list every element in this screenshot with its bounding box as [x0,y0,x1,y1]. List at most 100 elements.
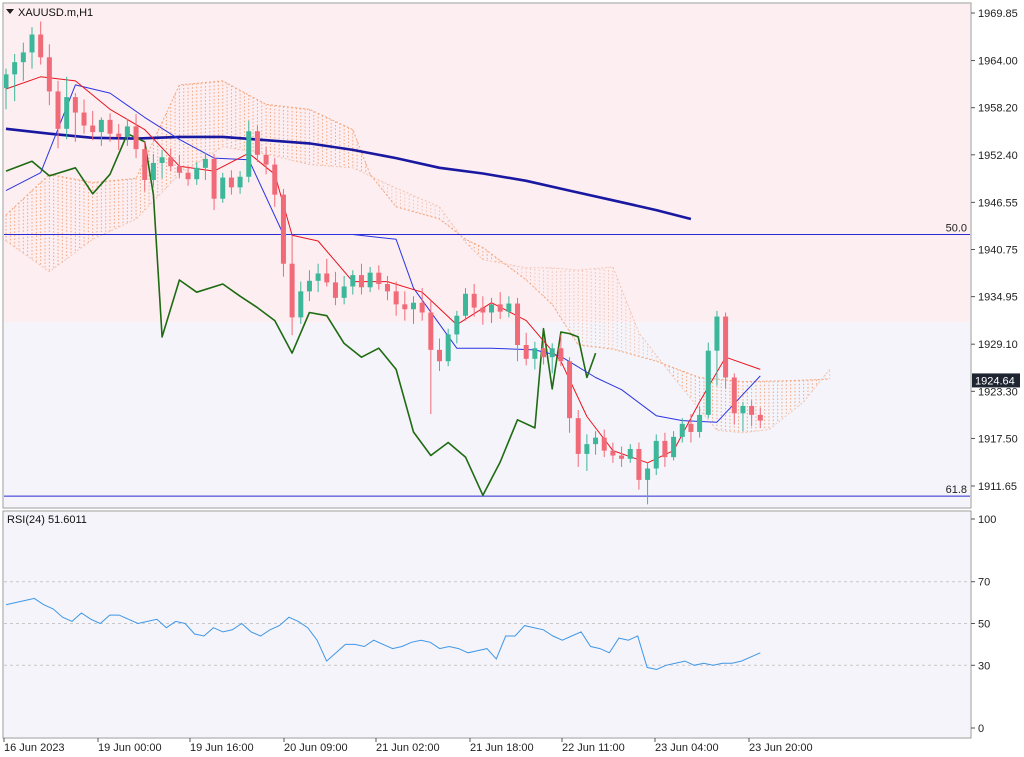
candle[interactable] [12,54,18,102]
candle[interactable] [575,410,581,467]
candle[interactable] [315,263,321,293]
candle[interactable] [81,99,87,134]
candle[interactable] [124,119,130,146]
candle[interactable] [384,275,390,301]
candle[interactable] [46,44,52,106]
candle[interactable] [298,281,304,324]
candle[interactable] [393,281,399,316]
candle[interactable] [731,373,737,425]
candle[interactable] [142,141,148,192]
candle[interactable] [437,338,442,372]
candle[interactable] [714,310,720,386]
candle[interactable] [98,117,104,146]
candle[interactable] [627,444,633,463]
candle[interactable] [489,297,495,324]
candle[interactable] [358,263,364,295]
candle[interactable] [29,27,35,69]
candle[interactable] [176,154,182,179]
candle[interactable] [619,446,625,467]
candle[interactable] [376,265,382,290]
candle[interactable] [584,434,590,471]
candle[interactable] [159,149,165,179]
candle[interactable] [185,166,191,186]
candle[interactable] [541,336,547,365]
candle[interactable] [306,270,312,302]
candle[interactable] [679,418,685,443]
dropdown-triangle-icon[interactable] [6,9,14,14]
candle[interactable] [211,154,217,211]
candle[interactable] [688,414,694,443]
candle[interactable] [367,266,373,293]
candle[interactable] [445,328,451,367]
candle[interactable] [636,442,642,490]
candle[interactable] [202,153,208,181]
candle[interactable] [497,292,503,319]
candle[interactable] [671,431,677,461]
candle[interactable] [20,42,26,81]
candle[interactable] [645,462,651,505]
candle[interactable] [289,235,295,336]
candle[interactable] [410,296,416,324]
candle[interactable] [532,341,538,370]
candle[interactable] [150,154,156,187]
candle[interactable] [332,271,338,306]
candle[interactable] [740,401,746,432]
time-axis[interactable]: 16 Jun 2023 19 Jun 00:00 19 Jun 16:00 20 Ju… [3,738,813,754]
candle[interactable] [133,114,139,159]
time-tick-label: 22 Jun 11:00 [562,742,625,754]
candle[interactable] [757,407,763,428]
candle[interactable] [4,68,9,110]
candle[interactable] [549,343,555,374]
candle[interactable] [723,312,729,389]
price-tick-label: 1969.85 [978,8,1018,20]
candle[interactable] [428,300,434,415]
candle[interactable] [55,80,61,149]
candle[interactable] [38,21,44,65]
candle[interactable] [705,342,711,419]
candle[interactable] [263,146,269,175]
candle[interactable] [324,258,330,287]
candle[interactable] [228,170,234,195]
candle[interactable] [194,162,200,185]
candle[interactable] [272,158,278,207]
candle[interactable] [419,288,425,321]
candle[interactable] [402,291,408,321]
candle[interactable] [64,76,70,140]
candle[interactable] [280,188,286,277]
candle[interactable] [254,125,260,163]
symbol-header[interactable]: XAUUSD.m,H1 [6,7,93,19]
candle[interactable] [107,113,113,142]
candle[interactable] [72,93,78,142]
candle[interactable] [662,432,668,467]
candle[interactable] [350,270,356,295]
candle[interactable] [749,400,755,427]
candle[interactable] [610,442,616,463]
candle[interactable] [471,284,477,317]
candle[interactable] [593,431,599,455]
candle[interactable] [653,434,659,476]
candle[interactable] [697,406,703,438]
candle[interactable] [90,110,96,141]
candle[interactable] [220,172,226,203]
candle[interactable] [601,429,607,458]
candle[interactable] [480,296,486,325]
candle[interactable] [341,275,347,305]
rsi-axis[interactable]: 100 70 50 30 0 [971,514,996,735]
main-panel-background[interactable] [4,4,970,507]
price-plot[interactable]: 50.0 61.8 [4,21,971,505]
candle[interactable] [515,297,521,362]
rsi-plot[interactable] [4,512,970,737]
candle[interactable] [523,332,529,366]
candle[interactable] [567,357,573,433]
candle[interactable] [246,120,252,183]
candle[interactable] [116,123,122,150]
candle[interactable] [463,288,469,321]
candle[interactable] [558,334,564,367]
candle[interactable] [237,171,243,194]
candle[interactable] [506,296,512,318]
time-tick-label: 19 Jun 16:00 [190,742,254,754]
candle[interactable] [454,310,460,344]
price-axis[interactable]: 1969.85 1964.00 1958.20 1952.40 1946.55 1940.… [971,8,1018,493]
candle[interactable] [168,148,174,172]
